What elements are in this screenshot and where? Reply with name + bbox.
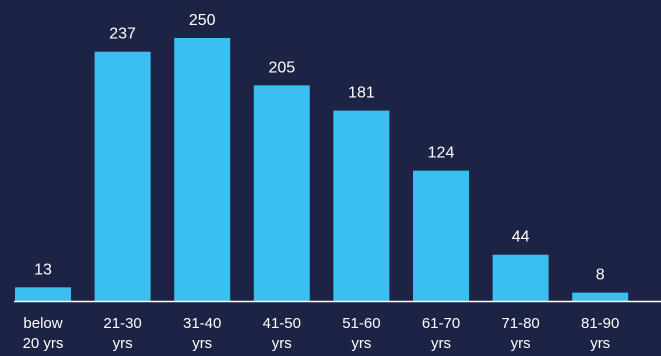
category-label-2-line-1: yrs — [192, 335, 212, 352]
category-label-3-line-1: yrs — [272, 335, 292, 352]
category-label-6-line-0: 71-80 — [501, 315, 539, 332]
bar-3 — [253, 85, 310, 301]
category-label-7-line-0: 81-90 — [581, 315, 619, 332]
category-label-3-line-0: 41-50 — [263, 315, 301, 332]
value-label-4: 181 — [348, 85, 375, 102]
bar-2 — [174, 38, 231, 301]
value-label-6: 44 — [512, 229, 530, 246]
bar-4 — [333, 110, 390, 301]
category-label-1-line-1: yrs — [113, 335, 133, 352]
category-label-0-line-0: below — [23, 315, 62, 332]
value-label-5: 124 — [428, 145, 455, 162]
category-label-1-line-0: 21-30 — [103, 315, 141, 332]
category-label-4-line-1: yrs — [351, 335, 371, 352]
category-labels-group: below 20 yrs 21-30 yrs 31-40 yrs 41-50 yrs 51-60… — [23, 315, 620, 352]
category-label-7-line-1: yrs — [590, 335, 610, 352]
bars-group — [15, 38, 629, 302]
category-label-5-line-1: yrs — [431, 335, 451, 352]
value-label-1: 237 — [109, 26, 136, 43]
bar-5 — [413, 170, 469, 301]
value-labels-group: 13 237 250 205 181 124 44 8 — [34, 12, 605, 284]
value-label-3: 205 — [268, 59, 295, 76]
value-label-0: 13 — [34, 261, 52, 278]
category-label-4-line-0: 51-60 — [342, 315, 380, 332]
bar-0 — [15, 287, 71, 301]
bar-7 — [572, 292, 629, 301]
value-label-2: 250 — [189, 12, 216, 29]
category-label-6-line-1: yrs — [511, 335, 531, 352]
bar-1 — [94, 51, 151, 302]
category-label-2-line-0: 31-40 — [183, 315, 221, 332]
bar-6 — [492, 254, 549, 301]
category-label-0-line-1: 20 yrs — [23, 335, 64, 352]
category-label-5-line-0: 61-70 — [422, 315, 460, 332]
value-label-7: 8 — [596, 267, 605, 284]
